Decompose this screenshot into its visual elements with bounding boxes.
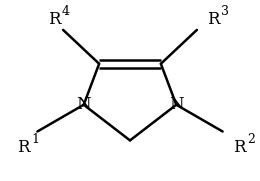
Text: R: R — [17, 139, 29, 156]
Text: R: R — [233, 139, 245, 156]
Text: N: N — [169, 96, 184, 113]
Text: 4: 4 — [62, 5, 70, 18]
Text: 3: 3 — [221, 5, 229, 18]
Text: 2: 2 — [247, 133, 255, 146]
Text: N: N — [76, 96, 91, 113]
Text: 1: 1 — [31, 133, 39, 146]
Text: R: R — [207, 11, 220, 28]
Text: R: R — [48, 11, 60, 28]
